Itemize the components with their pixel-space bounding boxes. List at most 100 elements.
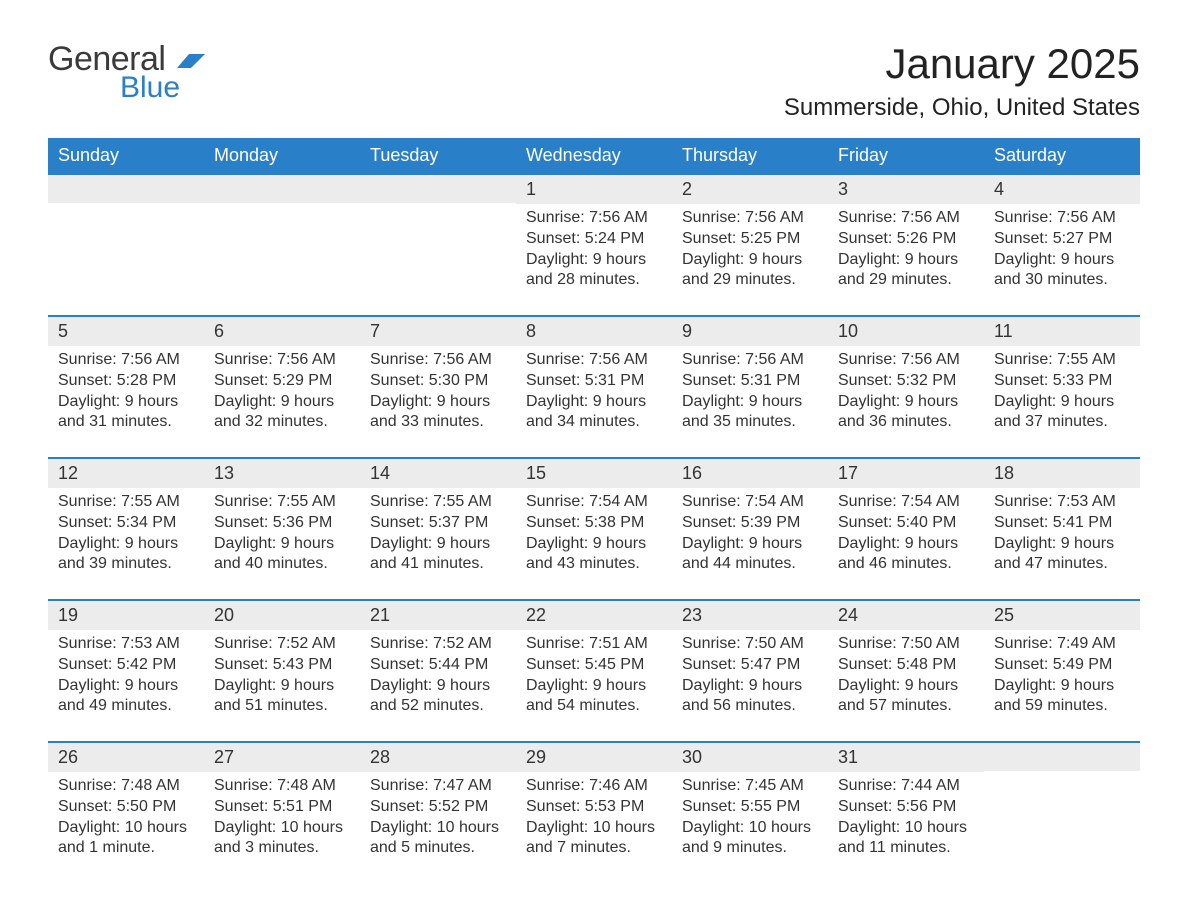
day-number: 18 (984, 459, 1140, 488)
daylight-line: Daylight: 9 hours and 56 minutes. (682, 676, 818, 718)
day-content: Sunrise: 7:49 AMSunset: 5:49 PMDaylight:… (984, 630, 1140, 717)
day-number: 12 (48, 459, 204, 488)
sunrise-line: Sunrise: 7:55 AM (370, 492, 506, 513)
sunrise-line: Sunrise: 7:56 AM (370, 350, 506, 371)
sunrise-line: Sunrise: 7:55 AM (994, 350, 1130, 371)
calendar-day-cell: 7Sunrise: 7:56 AMSunset: 5:30 PMDaylight… (360, 315, 516, 457)
calendar-day-cell: 2Sunrise: 7:56 AMSunset: 5:25 PMDaylight… (672, 173, 828, 315)
day-number: 31 (828, 743, 984, 772)
day-content: Sunrise: 7:44 AMSunset: 5:56 PMDaylight:… (828, 772, 984, 859)
daylight-line: Daylight: 9 hours and 59 minutes. (994, 676, 1130, 718)
daylight-line: Daylight: 9 hours and 30 minutes. (994, 250, 1130, 292)
daylight-line: Daylight: 9 hours and 44 minutes. (682, 534, 818, 576)
sunset-line: Sunset: 5:27 PM (994, 229, 1130, 250)
day-number: 25 (984, 601, 1140, 630)
sunrise-line: Sunrise: 7:56 AM (682, 208, 818, 229)
daylight-line: Daylight: 9 hours and 32 minutes. (214, 392, 350, 434)
calendar-header-cell: Sunday (48, 138, 204, 173)
daylight-line: Daylight: 9 hours and 29 minutes. (838, 250, 974, 292)
day-content: Sunrise: 7:54 AMSunset: 5:39 PMDaylight:… (672, 488, 828, 575)
day-number: 17 (828, 459, 984, 488)
calendar-header-cell: Friday (828, 138, 984, 173)
sunset-line: Sunset: 5:48 PM (838, 655, 974, 676)
sunset-line: Sunset: 5:37 PM (370, 513, 506, 534)
sunset-line: Sunset: 5:36 PM (214, 513, 350, 534)
sunrise-line: Sunrise: 7:47 AM (370, 776, 506, 797)
day-number: 22 (516, 601, 672, 630)
sunset-line: Sunset: 5:24 PM (526, 229, 662, 250)
calendar-empty-cell (984, 741, 1140, 883)
daylight-line: Daylight: 9 hours and 37 minutes. (994, 392, 1130, 434)
day-content: Sunrise: 7:52 AMSunset: 5:44 PMDaylight:… (360, 630, 516, 717)
sunrise-line: Sunrise: 7:56 AM (838, 208, 974, 229)
day-number-empty (204, 175, 360, 203)
calendar-day-cell: 20Sunrise: 7:52 AMSunset: 5:43 PMDayligh… (204, 599, 360, 741)
sunrise-line: Sunrise: 7:51 AM (526, 634, 662, 655)
day-content: Sunrise: 7:47 AMSunset: 5:52 PMDaylight:… (360, 772, 516, 859)
sunset-line: Sunset: 5:38 PM (526, 513, 662, 534)
day-content: Sunrise: 7:48 AMSunset: 5:50 PMDaylight:… (48, 772, 204, 859)
sunset-line: Sunset: 5:56 PM (838, 797, 974, 818)
calendar-empty-cell (204, 173, 360, 315)
sunset-line: Sunset: 5:55 PM (682, 797, 818, 818)
daylight-line: Daylight: 9 hours and 46 minutes. (838, 534, 974, 576)
calendar-day-cell: 16Sunrise: 7:54 AMSunset: 5:39 PMDayligh… (672, 457, 828, 599)
day-number: 14 (360, 459, 516, 488)
day-content: Sunrise: 7:46 AMSunset: 5:53 PMDaylight:… (516, 772, 672, 859)
calendar-header-cell: Wednesday (516, 138, 672, 173)
sunrise-line: Sunrise: 7:56 AM (526, 208, 662, 229)
day-content: Sunrise: 7:56 AMSunset: 5:31 PMDaylight:… (516, 346, 672, 433)
sunrise-line: Sunrise: 7:56 AM (214, 350, 350, 371)
daylight-line: Daylight: 9 hours and 28 minutes. (526, 250, 662, 292)
calendar-day-cell: 17Sunrise: 7:54 AMSunset: 5:40 PMDayligh… (828, 457, 984, 599)
calendar-day-cell: 11Sunrise: 7:55 AMSunset: 5:33 PMDayligh… (984, 315, 1140, 457)
sunset-line: Sunset: 5:25 PM (682, 229, 818, 250)
day-content: Sunrise: 7:56 AMSunset: 5:31 PMDaylight:… (672, 346, 828, 433)
day-content: Sunrise: 7:45 AMSunset: 5:55 PMDaylight:… (672, 772, 828, 859)
sunset-line: Sunset: 5:29 PM (214, 371, 350, 392)
calendar-day-cell: 15Sunrise: 7:54 AMSunset: 5:38 PMDayligh… (516, 457, 672, 599)
calendar-day-cell: 3Sunrise: 7:56 AMSunset: 5:26 PMDaylight… (828, 173, 984, 315)
header: General Blue January 2025 Summerside, Oh… (48, 40, 1140, 122)
day-number: 28 (360, 743, 516, 772)
day-number: 13 (204, 459, 360, 488)
calendar-day-cell: 21Sunrise: 7:52 AMSunset: 5:44 PMDayligh… (360, 599, 516, 741)
sunrise-line: Sunrise: 7:45 AM (682, 776, 818, 797)
sunset-line: Sunset: 5:30 PM (370, 371, 506, 392)
sunset-line: Sunset: 5:32 PM (838, 371, 974, 392)
sunrise-line: Sunrise: 7:46 AM (526, 776, 662, 797)
calendar-day-cell: 9Sunrise: 7:56 AMSunset: 5:31 PMDaylight… (672, 315, 828, 457)
sunset-line: Sunset: 5:52 PM (370, 797, 506, 818)
calendar-day-cell: 29Sunrise: 7:46 AMSunset: 5:53 PMDayligh… (516, 741, 672, 883)
sunrise-line: Sunrise: 7:50 AM (682, 634, 818, 655)
day-content: Sunrise: 7:56 AMSunset: 5:30 PMDaylight:… (360, 346, 516, 433)
day-content: Sunrise: 7:56 AMSunset: 5:32 PMDaylight:… (828, 346, 984, 433)
day-number: 23 (672, 601, 828, 630)
day-content: Sunrise: 7:55 AMSunset: 5:34 PMDaylight:… (48, 488, 204, 575)
page-title: January 2025 (784, 40, 1140, 88)
sunset-line: Sunset: 5:42 PM (58, 655, 194, 676)
daylight-line: Daylight: 10 hours and 7 minutes. (526, 818, 662, 860)
daylight-line: Daylight: 9 hours and 47 minutes. (994, 534, 1130, 576)
sunrise-line: Sunrise: 7:56 AM (526, 350, 662, 371)
calendar-day-cell: 4Sunrise: 7:56 AMSunset: 5:27 PMDaylight… (984, 173, 1140, 315)
daylight-line: Daylight: 9 hours and 36 minutes. (838, 392, 974, 434)
day-number: 16 (672, 459, 828, 488)
calendar-header-cell: Tuesday (360, 138, 516, 173)
calendar-day-cell: 12Sunrise: 7:55 AMSunset: 5:34 PMDayligh… (48, 457, 204, 599)
daylight-line: Daylight: 10 hours and 9 minutes. (682, 818, 818, 860)
day-content: Sunrise: 7:51 AMSunset: 5:45 PMDaylight:… (516, 630, 672, 717)
daylight-line: Daylight: 9 hours and 43 minutes. (526, 534, 662, 576)
day-content: Sunrise: 7:54 AMSunset: 5:40 PMDaylight:… (828, 488, 984, 575)
calendar-day-cell: 13Sunrise: 7:55 AMSunset: 5:36 PMDayligh… (204, 457, 360, 599)
daylight-line: Daylight: 10 hours and 3 minutes. (214, 818, 350, 860)
day-number: 7 (360, 317, 516, 346)
day-number: 6 (204, 317, 360, 346)
logo: General Blue (48, 40, 205, 105)
day-number: 1 (516, 175, 672, 204)
day-number-empty (360, 175, 516, 203)
sunset-line: Sunset: 5:43 PM (214, 655, 350, 676)
calendar-day-cell: 26Sunrise: 7:48 AMSunset: 5:50 PMDayligh… (48, 741, 204, 883)
sunset-line: Sunset: 5:51 PM (214, 797, 350, 818)
sunset-line: Sunset: 5:47 PM (682, 655, 818, 676)
